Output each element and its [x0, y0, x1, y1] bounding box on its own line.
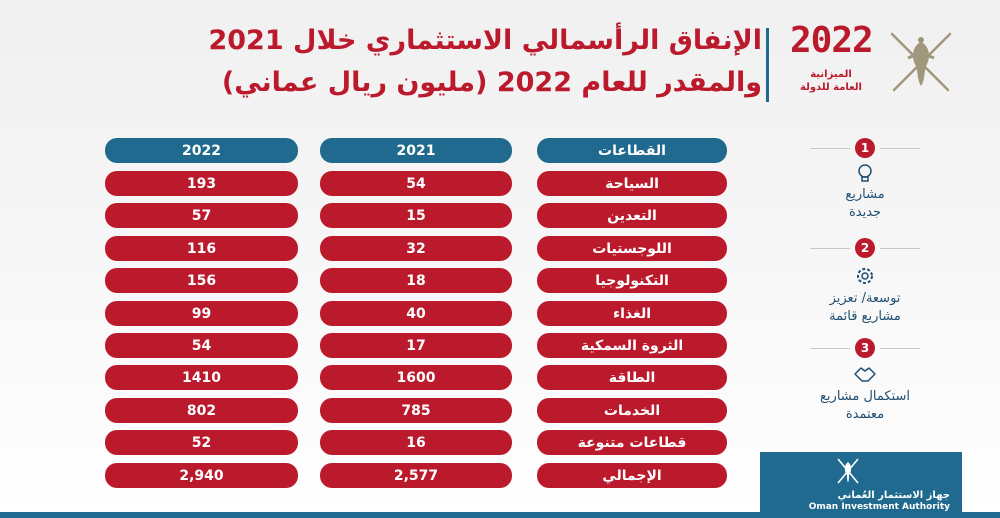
lightbulb-icon [858, 164, 872, 182]
step-1-line-2: جديدة [848, 205, 882, 220]
value-2021-cell: 1600 [320, 365, 512, 390]
sector-cell: الثروة السمكية [537, 333, 727, 358]
title-divider [766, 28, 769, 102]
step-divider [880, 248, 920, 249]
value-2021-cell: 785 [320, 398, 512, 423]
sector-cell: التكنولوجيا [537, 268, 727, 293]
value-2022-cell: 2,940 [105, 463, 298, 488]
sector-cell: اللوجستيات [537, 236, 727, 261]
value-2021-cell: 18 [320, 268, 512, 293]
step-2-line-1: توسعة/ تعزيز [829, 291, 901, 306]
year-2022-column-header: 2022 [105, 138, 298, 163]
budget-logo-line-2: العامة للدولة [800, 82, 862, 93]
value-2021-cell: 16 [320, 430, 512, 455]
value-2022-cell: 99 [105, 301, 298, 326]
sector-cell: قطاعات متنوعة [537, 430, 727, 455]
step-divider [880, 148, 920, 149]
value-2022-cell: 802 [105, 398, 298, 423]
title-line-2: والمقدر للعام 2022 (مليون ريال عماني) [221, 67, 762, 98]
oia-emblem-icon [837, 458, 859, 484]
value-2022-cell: 116 [105, 236, 298, 261]
step-divider [810, 148, 850, 149]
step-3-line-2: معتمدة [845, 407, 885, 422]
oia-name-arabic: جهاز الاستثمار العُماني [837, 490, 950, 501]
budget-logo-year: 2022 [790, 20, 874, 61]
year-2021-column-header: 2021 [320, 138, 512, 163]
step-divider [810, 348, 850, 349]
value-2021-cell: 15 [320, 203, 512, 228]
value-2021-cell: 40 [320, 301, 512, 326]
step-3-number: 3 [855, 338, 875, 358]
page-title: الإنفاق الرأسمالي الاستثماري خلال 2021 و… [102, 20, 762, 104]
sector-cell: السياحة [537, 171, 727, 196]
budget-logo-line-1: الميزانية [810, 69, 852, 80]
step-divider [880, 348, 920, 349]
budget-logo-caption: الميزانية العامة للدولة [790, 68, 872, 94]
value-2022-cell: 1410 [105, 365, 298, 390]
sector-cell: الغذاء [537, 301, 727, 326]
value-2022-cell: 193 [105, 171, 298, 196]
value-2021-cell: 32 [320, 236, 512, 261]
step-divider [810, 248, 850, 249]
value-2021-cell: 2,577 [320, 463, 512, 488]
value-2022-cell: 57 [105, 203, 298, 228]
step-1-text: مشاريع جديدة [790, 186, 940, 222]
step-1-number: 1 [855, 138, 875, 158]
oman-emblem-icon [890, 32, 952, 92]
value-2021-cell: 17 [320, 333, 512, 358]
sector-cell: الخدمات [537, 398, 727, 423]
step-2-number: 2 [855, 238, 875, 258]
steps-panel: 1 مشاريع جديدة 2 توسعة/ تعزيز مشاريع قائ… [770, 138, 960, 450]
sector-cell: التعدين [537, 203, 727, 228]
handshake-icon [854, 367, 876, 382]
title-line-1: الإنفاق الرأسمالي الاستثماري خلال 2021 [208, 25, 762, 56]
step-2-text: توسعة/ تعزيز مشاريع قائمة [790, 290, 940, 326]
value-2021-cell: 54 [320, 171, 512, 196]
step-3-text: استكمال مشاريع معتمدة [790, 388, 940, 424]
bottom-bar [0, 512, 1000, 518]
gear-icon [857, 268, 873, 284]
value-2022-cell: 54 [105, 333, 298, 358]
step-1-line-1: مشاريع [845, 187, 885, 202]
step-2-line-2: مشاريع قائمة [829, 309, 901, 324]
sector-cell: الإجمالي [537, 463, 727, 488]
step-3-line-1: استكمال مشاريع [820, 389, 910, 404]
oia-name-english: Oman Investment Authority [808, 502, 950, 512]
sector-cell: الطاقة [537, 365, 727, 390]
value-2022-cell: 156 [105, 268, 298, 293]
oia-logo-box: جهاز الاستثمار العُماني Oman Investment … [760, 452, 962, 514]
sectors-column-header: القطاعات [537, 138, 727, 163]
value-2022-cell: 52 [105, 430, 298, 455]
